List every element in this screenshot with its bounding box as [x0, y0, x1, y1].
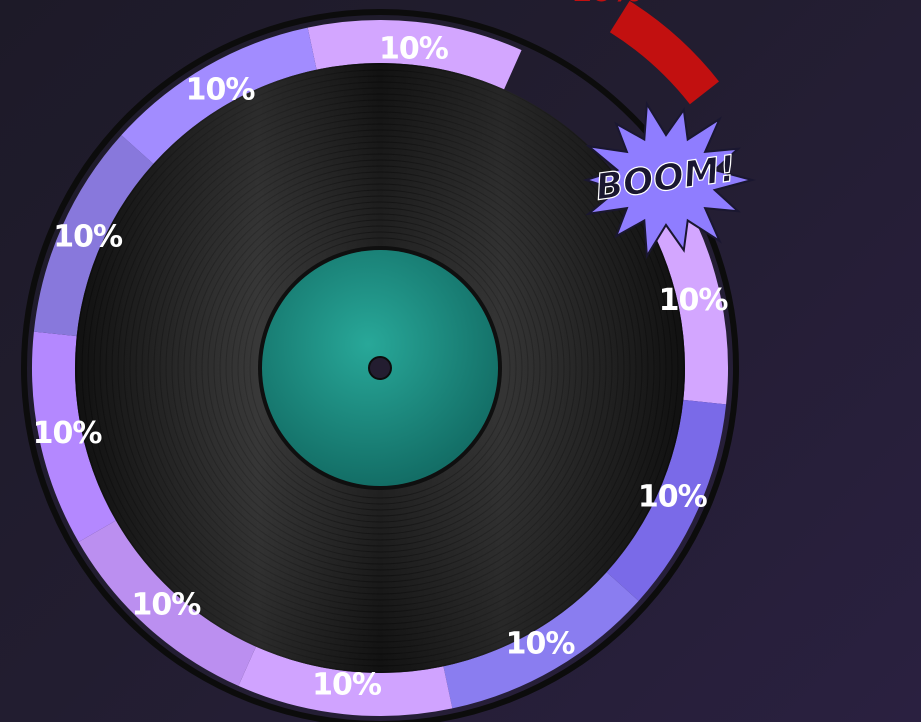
slice-label-5: 10%: [312, 668, 382, 703]
pie-slice-3: [606, 399, 727, 601]
pie-slice-8: [33, 135, 154, 337]
record-spindle-hole: [368, 356, 392, 380]
slice-label-6: 10%: [131, 587, 201, 622]
slice-label-7: 10%: [33, 416, 103, 451]
slices-layer: [31, 0, 728, 717]
slice-label-0: 10%: [379, 31, 449, 66]
slice-label-8: 10%: [53, 219, 123, 254]
slice-label-4: 10%: [506, 627, 576, 662]
pie-slice-2: [644, 194, 728, 405]
vinyl-record: [21, 9, 739, 722]
pie-slice-4: [443, 572, 639, 709]
slice-label-9: 10%: [186, 72, 256, 107]
record-rim: [21, 9, 739, 722]
slice-label-2: 10%: [659, 283, 729, 318]
slice-labels: 10% 10% 10% 10% 10% 10% 10% 10% 10% 10%: [33, 0, 730, 703]
pie-slice-9: [121, 27, 317, 164]
pie-slice-0: [307, 20, 522, 90]
slice-label-1: 10%: [571, 0, 641, 9]
boom-burst-icon: [582, 100, 756, 260]
pie-slice-1: [609, 0, 719, 105]
pie-slice-6: [78, 520, 256, 686]
pie-slice-7: [31, 331, 116, 542]
boom-badge: BOOM!: [582, 100, 756, 260]
slice-label-3: 10%: [638, 480, 708, 515]
pie-slice-5: [238, 646, 453, 717]
